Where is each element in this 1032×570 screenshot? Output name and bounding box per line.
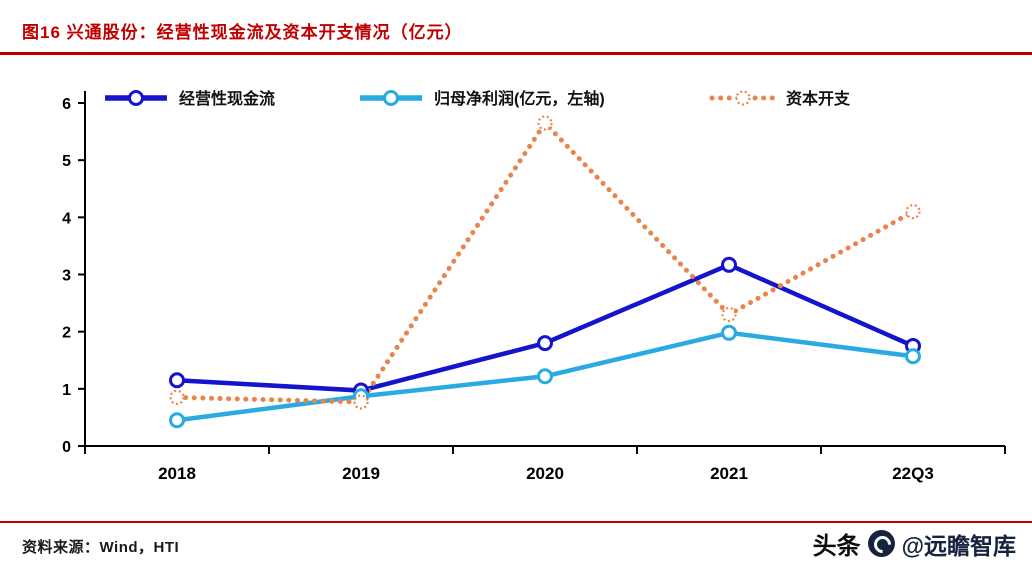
x-tick-label: 2020 [526, 464, 564, 483]
source-note: 资料来源：Wind，HTI [22, 539, 180, 556]
legend-marker-1 [383, 90, 399, 106]
y-tick-label: 6 [62, 96, 71, 113]
series-marker-1 [721, 324, 737, 341]
legend-label-1: 归母净利润(亿元，左轴) [434, 89, 605, 108]
series-marker-0 [169, 372, 185, 389]
legend-label-2: 资本开支 [786, 89, 851, 108]
y-tick-label: 2 [62, 325, 71, 342]
series-marker-2 [353, 394, 369, 410]
publisher-logo-icon [867, 530, 895, 557]
series-marker-2 [169, 389, 185, 406]
x-tick-label: 2021 [710, 464, 748, 483]
x-tick-label: 2019 [342, 464, 380, 483]
x-tick-label: 2018 [158, 464, 196, 483]
series-marker-1 [537, 368, 553, 385]
series-marker-0 [721, 256, 737, 273]
series-marker-2 [537, 115, 553, 131]
legend-marker-0 [128, 90, 144, 106]
series-marker-0 [537, 335, 553, 352]
watermark: 头条 @远瞻智库 [813, 526, 1016, 561]
y-tick-label: 3 [62, 268, 71, 285]
chart-svg: 0 1 2 3 4 5 6 2018 2019 2020 2021 22Q3 经营性现金流 归母净利润(亿… [62, 89, 1006, 483]
y-tick-label: 0 [62, 439, 71, 456]
series-marker-2 [905, 204, 921, 220]
series-line-2 [174, 119, 916, 405]
x-tick-label: 22Q3 [892, 464, 934, 483]
watermark-handle: @远瞻智库 [901, 532, 1016, 559]
y-tick-label: 4 [62, 210, 71, 227]
y-tick-label: 5 [62, 153, 71, 170]
legend-marker-2 [735, 90, 751, 106]
series-marker-2 [721, 306, 737, 323]
figure-title: 图16 兴通股份：经营性现金流及资本开支情况（亿元） [22, 23, 463, 42]
title-divider [0, 52, 1032, 55]
watermark-prefix: 头条 [812, 533, 861, 560]
y-tick-label: 1 [62, 382, 71, 399]
series-marker-1 [169, 412, 185, 429]
series-marker-1 [905, 348, 921, 365]
footer-divider [0, 521, 1032, 523]
legend-label-0: 经营性现金流 [179, 89, 275, 108]
